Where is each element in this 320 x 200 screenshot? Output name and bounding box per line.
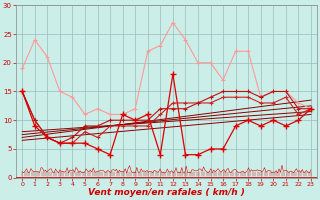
X-axis label: Vent moyen/en rafales ( km/h ): Vent moyen/en rafales ( km/h ) [88,188,245,197]
